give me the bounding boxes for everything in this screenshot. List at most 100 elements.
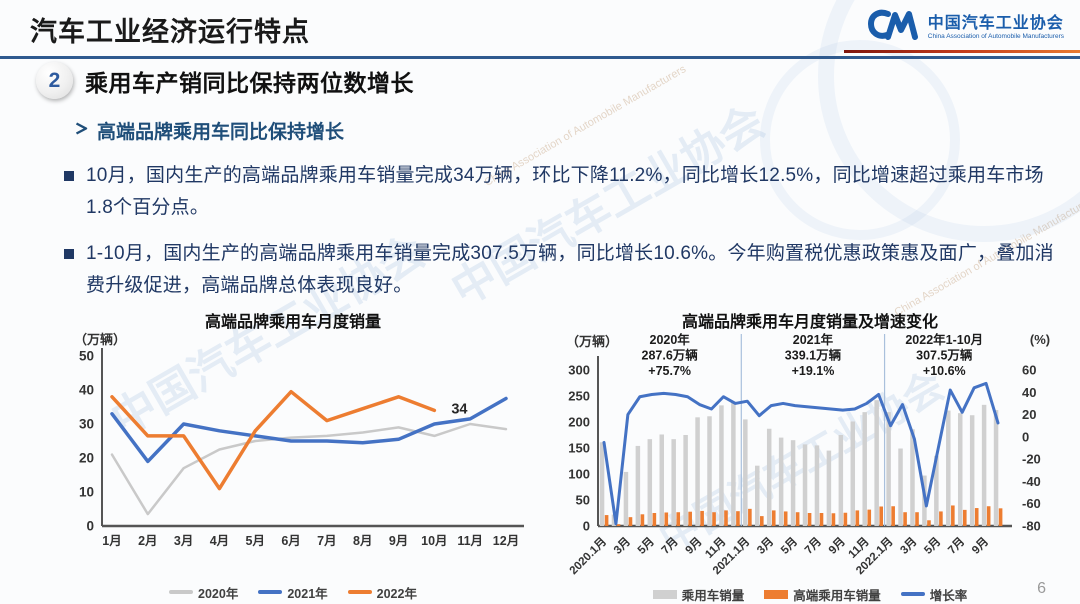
series-2021年	[110, 396, 508, 464]
svg-text:6月: 6月	[281, 534, 300, 548]
charts-area: 高端品牌乘用车月度销量 （万辆） 50 40 30 20 10 0 1月 2月 3月 4月 5月 6月 7…	[0, 308, 1080, 604]
svg-text:5月: 5月	[778, 535, 800, 557]
svg-text:50: 50	[79, 349, 94, 364]
legend-item: 乘用车销量	[652, 585, 744, 604]
svg-text:0: 0	[86, 519, 94, 534]
svg-text:339.1万辆: 339.1万辆	[785, 348, 842, 363]
svg-text:(%): (%)	[1030, 332, 1050, 347]
luxury-monthly-sales-line-chart: 高端品牌乘用车月度销量 （万辆） 50 40 30 20 10 0 1月 2月 3月 4月 5月 6月 7…	[58, 308, 528, 601]
svg-text:30: 30	[79, 417, 94, 432]
caam-logo-name: 中国汽车工业协会	[927, 15, 1064, 33]
caam-logo-mark-icon	[867, 8, 920, 47]
bullet-list: 10月，国内生产的高端品牌乘用车销量完成34万辆，环比下降11.2%，同比增长1…	[64, 160, 1064, 316]
svg-text:100: 100	[568, 467, 590, 482]
svg-text:（万辆）: （万辆）	[566, 334, 618, 349]
series-2020年	[110, 422, 508, 516]
svg-text:50: 50	[576, 493, 590, 508]
svg-text:2020年: 2020年	[650, 332, 691, 347]
svg-text:3月: 3月	[898, 535, 920, 557]
svg-text:5月: 5月	[922, 535, 944, 557]
line-chart-canvas: （万辆） 50 40 30 20 10 0 1月 2月 3月 4月 5月 6月 7月 8月 9月 10月 11月 1…	[74, 332, 524, 548]
svg-text:9月: 9月	[826, 535, 848, 557]
logo-underline	[844, 50, 1080, 53]
svg-text:-20: -20	[1022, 452, 1041, 467]
combo-chart-canvas: （万辆） (%)050100150200250300-80-60-40-20020…	[566, 332, 1050, 577]
svg-text:-80: -80	[1022, 519, 1041, 534]
legend-item: 2022年	[347, 583, 417, 602]
svg-text:5月: 5月	[635, 535, 657, 557]
svg-text:40: 40	[1022, 385, 1036, 400]
svg-text:34: 34	[451, 401, 467, 417]
page-title: 汽车工业经济运行特点	[30, 17, 310, 47]
legend-label: 2022年	[376, 586, 417, 601]
square-bullet-icon	[64, 171, 74, 181]
svg-text:2022年1-10月: 2022年1-10月	[905, 332, 983, 347]
svg-text:3月: 3月	[754, 535, 776, 557]
svg-text:7月: 7月	[802, 535, 824, 557]
page-header: 汽车工业经济运行特点 中国汽车工业协会 China Association of…	[0, 0, 1080, 59]
svg-text:287.6万辆: 287.6万辆	[642, 348, 699, 363]
bullet-text: 10月，国内生产的高端品牌乘用车销量完成34万辆，环比下降11.2%，同比增长1…	[86, 165, 1044, 218]
svg-text:（万辆）: （万辆）	[74, 332, 126, 347]
svg-text:12月: 12月	[493, 534, 519, 548]
legend-swatch	[347, 590, 372, 594]
legend-label: 2020年	[198, 586, 239, 601]
legend-item: 2021年	[258, 583, 328, 602]
bullet-item: 10月，国内生产的高端品牌乘用车销量完成34万辆，环比下降11.2%，同比增长1…	[64, 160, 1064, 224]
legend-item: 2020年	[169, 583, 238, 602]
legend-item: 高端乘用车销量	[764, 585, 881, 604]
series-2022年	[110, 389, 437, 491]
legend-item: 增长率	[900, 585, 967, 604]
svg-text:20: 20	[79, 451, 94, 466]
svg-text:150: 150	[568, 441, 590, 456]
legend-swatch	[900, 592, 925, 596]
svg-text:10: 10	[79, 485, 94, 500]
svg-text:-40: -40	[1022, 474, 1041, 489]
caam-logo-subtitle: China Association of Automobile Manufact…	[927, 32, 1064, 40]
svg-text:5月: 5月	[246, 534, 265, 548]
svg-text:60: 60	[1022, 363, 1036, 378]
subheading: 高端品牌乘用车同比保持增长	[74, 117, 344, 144]
arrow-bullet-icon	[74, 121, 89, 141]
subheading-text: 高端品牌乘用车同比保持增长	[97, 122, 345, 143]
svg-text:0: 0	[583, 519, 590, 534]
chart-legend: 乘用车销量 高端乘用车销量 增长率	[540, 585, 1080, 603]
svg-text:3月: 3月	[611, 535, 633, 557]
legend-label: 2021年	[287, 586, 328, 601]
svg-text:2021年: 2021年	[793, 332, 834, 347]
svg-text:+10.6%: +10.6%	[923, 364, 966, 378]
svg-text:10月: 10月	[421, 534, 447, 548]
svg-text:+75.7%: +75.7%	[648, 364, 691, 378]
svg-text:7月: 7月	[317, 534, 336, 548]
chart-title: 高端品牌乘用车月度销量及增速变化	[681, 314, 938, 331]
section-header: 2 乘用车产销同比保持两位数增长	[36, 62, 414, 99]
svg-text:300: 300	[568, 363, 590, 378]
svg-text:307.5万辆: 307.5万辆	[916, 348, 973, 363]
chart-title: 高端品牌乘用车月度销量	[204, 314, 381, 331]
growth-rate-line	[602, 381, 1000, 526]
header-rule	[0, 56, 1080, 59]
page-number: 6	[1037, 580, 1046, 597]
svg-text:+19.1%: +19.1%	[792, 364, 835, 378]
svg-text:9月: 9月	[683, 535, 705, 557]
caam-logo: 中国汽车工业协会 China Association of Automobile…	[867, 8, 1064, 47]
bullet-item: 1-10月，国内生产的高端品牌乘用车销量完成307.5万辆，同比增长10.6%。…	[64, 238, 1064, 302]
svg-text:250: 250	[568, 389, 590, 404]
svg-text:2020.1月: 2020.1月	[567, 535, 609, 577]
svg-text:7月: 7月	[659, 535, 681, 557]
luxury-sales-growth-combo-chart: 高端品牌乘用车月度销量及增速变化 （万辆） (%) 0 50 100 150 200 250 3…	[540, 308, 1080, 603]
svg-text:3月: 3月	[174, 534, 193, 548]
svg-text:4月: 4月	[210, 534, 229, 548]
chart-legend: 2020年 2021年 2022年	[58, 583, 528, 601]
square-bullet-icon	[64, 248, 74, 259]
svg-text:0: 0	[1022, 429, 1029, 444]
svg-text:7月: 7月	[945, 535, 967, 557]
section-number-badge: 2	[36, 62, 73, 99]
caam-logo-text: 中国汽车工业协会 China Association of Automobile…	[928, 15, 1064, 40]
legend-swatch	[258, 590, 283, 594]
svg-text:20: 20	[1022, 407, 1036, 422]
svg-text:8月: 8月	[353, 534, 372, 548]
svg-text:9月: 9月	[389, 534, 408, 548]
svg-text:40: 40	[79, 383, 94, 398]
